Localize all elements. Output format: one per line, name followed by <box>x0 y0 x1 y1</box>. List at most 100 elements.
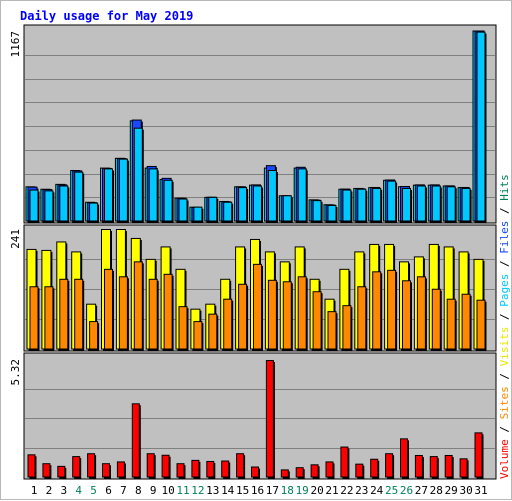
day-label: 8 <box>135 484 142 497</box>
sites-bar <box>59 278 69 350</box>
day-label: 5 <box>90 484 97 497</box>
legend-item: Sites <box>498 386 511 419</box>
pages-bar <box>297 168 307 222</box>
pages-bar <box>223 201 233 222</box>
pages-bar <box>44 190 54 222</box>
sites-bar <box>208 313 218 350</box>
sites-bar <box>342 305 352 350</box>
volume-bar <box>221 460 230 478</box>
pages-bar <box>342 189 352 222</box>
pages-bar <box>387 180 397 222</box>
day-label: 10 <box>161 484 174 497</box>
pages-bar <box>163 179 173 222</box>
volume-bar <box>444 454 453 478</box>
day-label: 4 <box>75 484 82 497</box>
volume-bar <box>265 360 274 478</box>
sites-bar <box>253 263 262 350</box>
volume-bar <box>385 453 394 478</box>
day-label: 25 <box>385 484 398 497</box>
day-label: 3 <box>60 484 67 497</box>
volume-bar <box>206 460 215 478</box>
volume-bar <box>57 465 66 478</box>
pages-bar <box>238 187 248 222</box>
volume-bar <box>131 403 140 478</box>
volume-bar <box>72 456 81 478</box>
volume-bar <box>310 464 319 478</box>
pages-bar <box>89 202 99 222</box>
day-label: 30 <box>459 484 472 497</box>
volume-bar <box>429 456 438 478</box>
day-label: 1 <box>31 484 38 497</box>
sites-bar <box>431 288 441 350</box>
pages-bar <box>327 205 337 222</box>
y-tick-label: 1167 <box>9 31 22 58</box>
volume-bar <box>459 458 468 478</box>
volume-bar <box>161 454 170 478</box>
day-label: 17 <box>266 484 279 497</box>
sites-bar <box>223 298 233 350</box>
pages-bar <box>372 187 382 222</box>
day-label: 28 <box>430 484 443 497</box>
day-label: 15 <box>236 484 249 497</box>
sites-bar <box>89 321 99 350</box>
sites-bar <box>297 276 307 350</box>
sites-bar <box>461 293 471 350</box>
day-label: 19 <box>296 484 309 497</box>
sites-bar <box>133 261 143 350</box>
legend-item: Visits <box>498 327 511 367</box>
pages-bar <box>104 168 113 222</box>
pages-bar <box>208 196 218 222</box>
day-label: 11 <box>176 484 189 497</box>
legend-item: Volume <box>498 439 511 479</box>
sites-bar <box>118 276 128 350</box>
sites-bar <box>402 280 411 350</box>
volume-bar <box>295 467 304 478</box>
pages-bar <box>59 185 69 222</box>
pages-bar <box>416 185 426 222</box>
sites-bar <box>312 291 322 350</box>
pages-bar <box>282 195 292 222</box>
sites-bar <box>476 299 486 350</box>
sites-bar <box>104 268 113 350</box>
volume-bar <box>116 461 125 478</box>
pages-bar <box>402 187 411 222</box>
legend-item: / <box>498 307 511 327</box>
day-label: 14 <box>221 484 235 497</box>
pages-bar <box>133 127 143 222</box>
day-label: 23 <box>355 484 368 497</box>
volume-bar <box>340 446 349 478</box>
volume-bar <box>176 463 185 478</box>
day-label: 29 <box>445 484 458 497</box>
day-label: 24 <box>370 484 384 497</box>
volume-bar <box>280 469 289 478</box>
legend-item: Files <box>498 221 511 254</box>
pages-bar <box>74 171 84 222</box>
pages-bar <box>357 188 367 222</box>
day-label: 2 <box>46 484 53 497</box>
day-label: 6 <box>105 484 112 497</box>
pages-bar <box>148 168 158 222</box>
sites-bar <box>327 311 337 350</box>
day-label: 20 <box>310 484 323 497</box>
day-label: 31 <box>474 484 487 497</box>
day-label: 16 <box>251 484 264 497</box>
sites-bar <box>193 321 203 350</box>
sites-bar <box>416 276 426 350</box>
volume-bar <box>325 461 334 478</box>
pages-bar <box>461 187 471 222</box>
volume-bar <box>355 463 364 478</box>
y-tick-label: 5.32 <box>9 359 22 386</box>
volume-bar <box>474 432 483 478</box>
day-label: 12 <box>191 484 204 497</box>
pages-bar <box>118 158 128 222</box>
pages-bar <box>253 185 262 222</box>
volume-bar <box>87 453 96 478</box>
legend-item: / <box>498 366 511 386</box>
pages-bar <box>267 170 277 222</box>
volume-bar <box>27 454 36 478</box>
sites-bar <box>178 306 188 350</box>
pages-bar <box>476 31 486 222</box>
y-tick-label: 241 <box>9 229 22 249</box>
sites-bar <box>148 278 158 350</box>
